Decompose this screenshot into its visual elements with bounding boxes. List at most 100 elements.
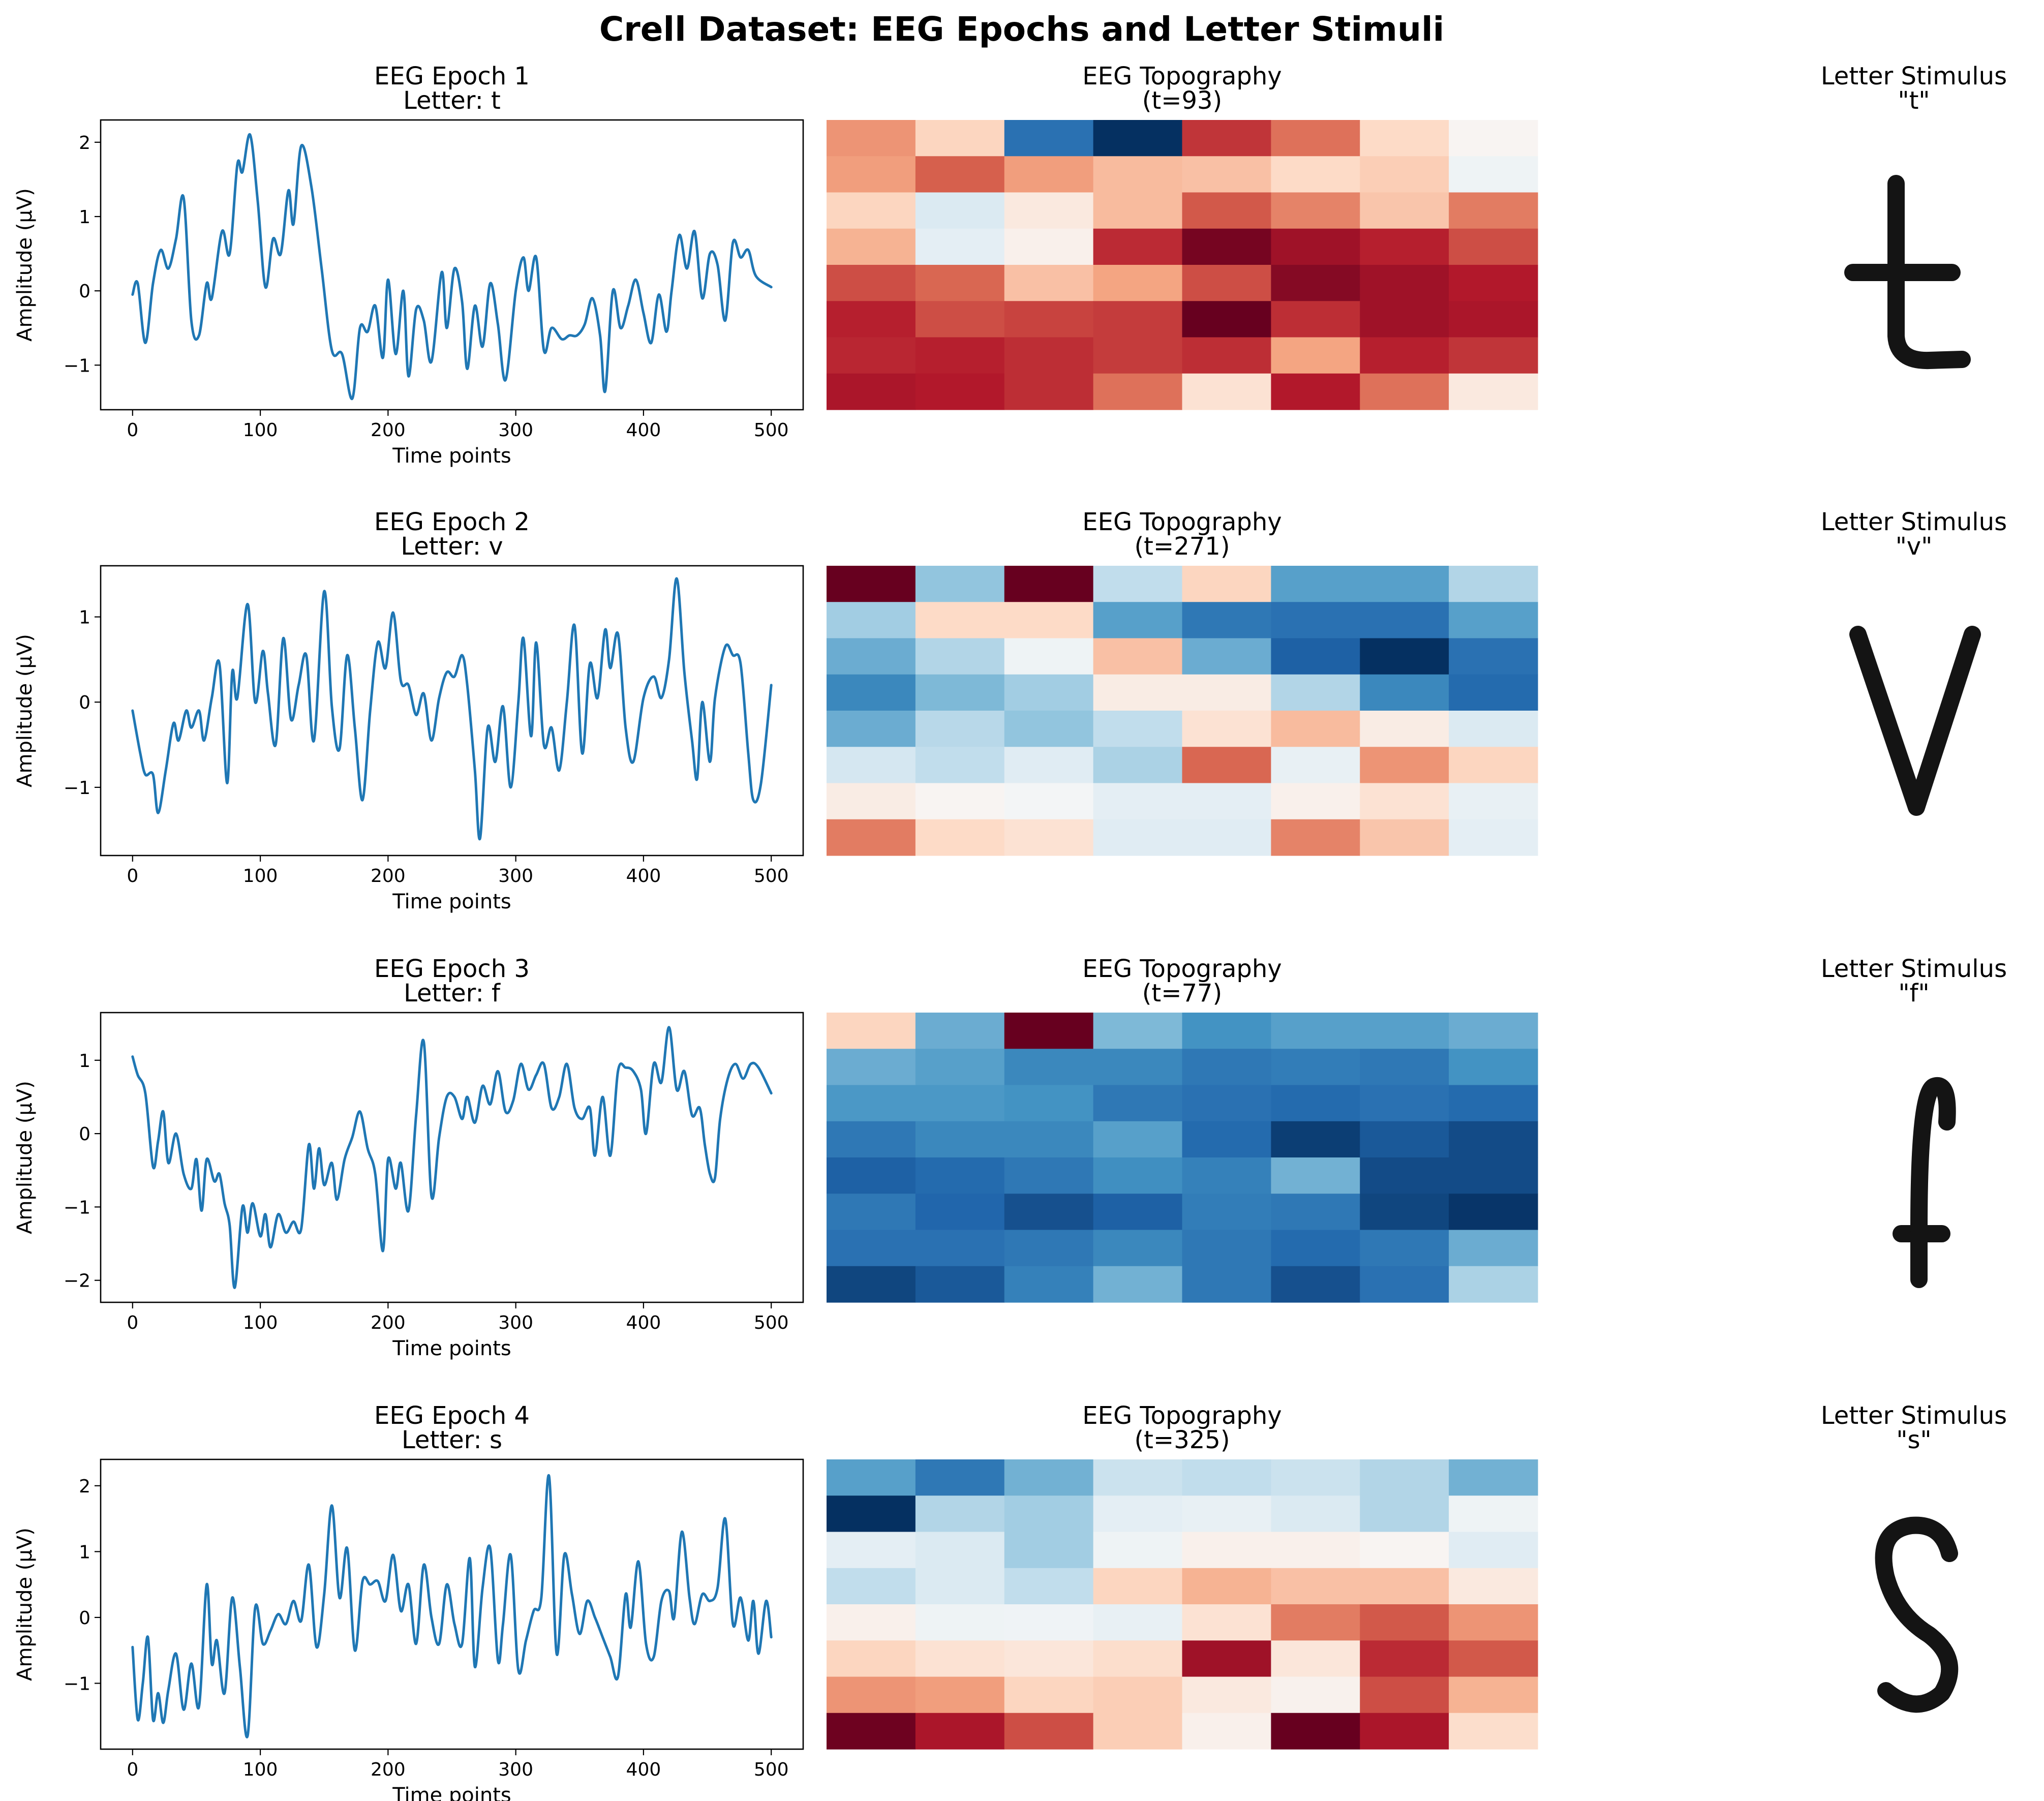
heatmap-subtitle: (t=77) (1142, 979, 1223, 1008)
eeg-topography-heatmap-3: EEG Topography(t=77) (827, 955, 1538, 1303)
heatmap-cell (1093, 1157, 1183, 1194)
heatmap-cell (1271, 1049, 1360, 1086)
heatmap-cell (827, 1568, 916, 1605)
heatmap-cell (1182, 747, 1271, 784)
heatmap-cell (1360, 1568, 1449, 1605)
heatmap-cell (1182, 192, 1271, 229)
y-tick-label: 0 (79, 692, 90, 713)
heatmap-cell (1271, 819, 1360, 856)
heatmap-cell (1271, 1121, 1360, 1158)
y-tick-label: 1 (79, 607, 90, 628)
heatmap-cell (1360, 156, 1449, 193)
heatmap-cell (1449, 711, 1538, 747)
heatmap-cell (1004, 1194, 1094, 1231)
heatmap-cell (827, 301, 916, 338)
heatmap-cell (1360, 747, 1449, 784)
letter-stimulus-1: Letter Stimulus"t" (1821, 62, 2007, 370)
eeg-signal-line (131, 1026, 773, 1289)
heatmap-cell (1360, 1013, 1449, 1049)
heatmap-cell (915, 1459, 1005, 1496)
heatmap-cell (827, 566, 916, 602)
letter-glyph-f (1893, 1077, 1956, 1288)
heatmap-cell (827, 747, 916, 784)
heatmap-cell (1182, 373, 1271, 410)
y-tick-label: −1 (64, 355, 90, 376)
heatmap-cell (1093, 373, 1183, 410)
heatmap-cell (1449, 602, 1538, 639)
line-plot-frame (100, 1458, 804, 1750)
heatmap-cell (1360, 120, 1449, 157)
x-tick-label: 500 (754, 1312, 789, 1333)
heatmap-cell (1360, 1640, 1449, 1677)
heatmap-cell (1004, 1532, 1094, 1569)
heatmap-cell (1004, 1157, 1094, 1194)
heatmap-cell (1093, 301, 1183, 338)
heatmap-cell (827, 602, 916, 639)
heatmap-cell (1004, 1230, 1094, 1267)
heatmap-cell (1182, 674, 1271, 711)
heatmap-cell (1182, 566, 1271, 602)
y-axis-label: Amplitude (µV) (13, 188, 37, 342)
x-axis-label: Time points (392, 1337, 511, 1360)
heatmap-cell (1093, 1532, 1183, 1569)
heatmap-cell (827, 1459, 916, 1496)
heatmap-cell (1004, 819, 1094, 856)
heatmap-cell (1449, 1013, 1538, 1049)
heatmap-cell (1449, 301, 1538, 338)
heatmap-cell (1271, 1459, 1360, 1496)
line-plot-title: EEG Epoch 4 (374, 1401, 530, 1430)
heatmap-cell (915, 120, 1005, 157)
heatmap-cell (1093, 1568, 1183, 1605)
heatmap-cell (915, 1013, 1005, 1049)
x-tick-label: 100 (243, 1312, 278, 1333)
x-tick-label: 200 (371, 866, 406, 887)
letter-stimulus-title: Letter Stimulus (1821, 1401, 2007, 1430)
heatmap-cell (1004, 1121, 1094, 1158)
heatmap-cell (1004, 1568, 1094, 1605)
heatmap-cell (827, 674, 916, 711)
heatmap-cell (915, 301, 1005, 338)
heatmap-cell (915, 1266, 1005, 1303)
heatmap-cell (915, 638, 1005, 675)
heatmap-cell (1449, 1157, 1538, 1194)
heatmap-cell (1360, 1157, 1449, 1194)
heatmap-cell (1004, 711, 1094, 747)
heatmap-cell (1271, 301, 1360, 338)
heatmap-cell (1449, 337, 1538, 374)
figure-suptitle: Crell Dataset: EEG Epochs and Letter Sti… (599, 10, 1444, 49)
letter-glyph-stroke (1849, 626, 1981, 816)
heatmap-cell (1182, 1568, 1271, 1605)
eeg-signal-line (131, 1474, 773, 1738)
heatmap-cell (827, 1640, 916, 1677)
heatmap-cell (1449, 1459, 1538, 1496)
heatmap-cell (1360, 337, 1449, 374)
heatmap-cell (827, 1085, 916, 1122)
heatmap-cell (1182, 1713, 1271, 1750)
heatmap-cell (1004, 156, 1094, 193)
heatmap-cell (1093, 1713, 1183, 1750)
line-plot-subtitle: Letter: t (403, 86, 501, 115)
heatmap-cell (1093, 783, 1183, 820)
eeg-topography-heatmap-2: EEG Topography(t=271) (827, 508, 1538, 856)
x-tick-label: 0 (127, 1759, 138, 1780)
heatmap-cell (1449, 1495, 1538, 1533)
x-tick-label: 500 (754, 866, 789, 887)
heatmap-cell (1360, 373, 1449, 410)
heatmap-subtitle: (t=271) (1134, 532, 1230, 561)
heatmap-cell (1360, 265, 1449, 301)
line-plot-frame (100, 565, 804, 857)
eeg-signal-line (131, 133, 773, 400)
x-tick-label: 400 (626, 1759, 661, 1780)
heatmap-cell (1004, 602, 1094, 639)
heatmap-cell (915, 228, 1005, 265)
line-plot-subtitle: Letter: f (404, 979, 501, 1008)
y-tick-label: 1 (79, 1542, 90, 1563)
heatmap-cell (1093, 1085, 1183, 1122)
heatmap-cell (1093, 228, 1183, 265)
heatmap-cell (1360, 638, 1449, 675)
heatmap-cell (1271, 638, 1360, 675)
heatmap-cell (827, 1676, 916, 1714)
